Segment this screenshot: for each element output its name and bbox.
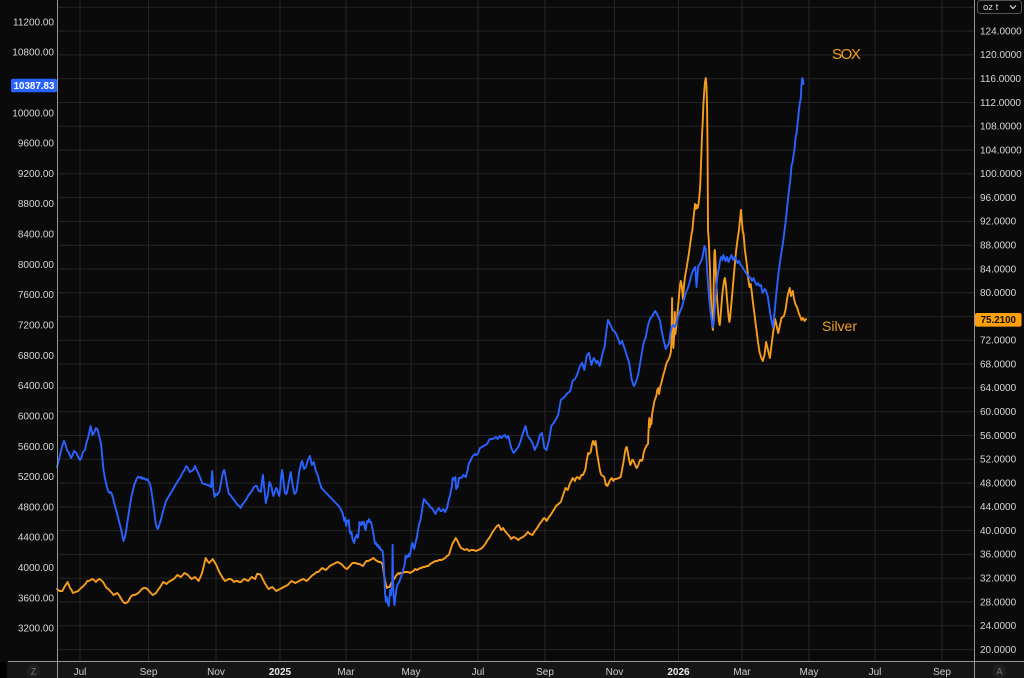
svg-text:5200.00: 5200.00: [18, 472, 55, 483]
svg-text:56.0000: 56.0000: [980, 431, 1017, 442]
svg-text:120.0000: 120.0000: [980, 50, 1022, 61]
svg-text:64.0000: 64.0000: [980, 383, 1017, 394]
svg-text:52.0000: 52.0000: [980, 455, 1017, 466]
svg-text:8800.00: 8800.00: [18, 199, 55, 210]
svg-text:4400.00: 4400.00: [18, 533, 55, 544]
svg-text:6000.00: 6000.00: [18, 412, 55, 423]
svg-text:40.0000: 40.0000: [980, 526, 1017, 537]
svg-text:Z: Z: [31, 667, 37, 677]
svg-text:6800.00: 6800.00: [18, 351, 55, 362]
svg-text:9200.00: 9200.00: [18, 169, 55, 180]
svg-text:Sep: Sep: [140, 667, 158, 678]
svg-text:Nov: Nov: [207, 667, 225, 678]
svg-text:72.0000: 72.0000: [980, 336, 1017, 347]
svg-text:48.0000: 48.0000: [980, 478, 1017, 489]
svg-text:10387.83: 10387.83: [14, 81, 55, 92]
svg-text:6400.00: 6400.00: [18, 381, 55, 392]
svg-text:5600.00: 5600.00: [18, 442, 55, 453]
svg-text:SOX: SOX: [832, 46, 861, 63]
svg-text:92.0000: 92.0000: [980, 217, 1017, 228]
svg-text:Nov: Nov: [606, 667, 624, 678]
svg-text:96.0000: 96.0000: [980, 193, 1017, 204]
svg-text:4000.00: 4000.00: [18, 563, 55, 574]
svg-text:Jul: Jul: [472, 667, 485, 678]
svg-text:32.0000: 32.0000: [980, 574, 1017, 585]
svg-text:84.0000: 84.0000: [980, 264, 1017, 275]
svg-text:44.0000: 44.0000: [980, 502, 1017, 513]
svg-text:8400.00: 8400.00: [18, 230, 55, 241]
svg-text:Sep: Sep: [933, 667, 951, 678]
svg-text:A: A: [996, 667, 1002, 677]
svg-text:Mar: Mar: [337, 667, 355, 678]
svg-text:24.0000: 24.0000: [980, 621, 1017, 632]
svg-text:2025: 2025: [269, 667, 292, 678]
svg-text:May: May: [402, 667, 421, 678]
svg-text:60.0000: 60.0000: [980, 407, 1017, 418]
svg-text:7600.00: 7600.00: [18, 290, 55, 301]
svg-text:oz t: oz t: [983, 2, 999, 13]
svg-text:Mar: Mar: [733, 667, 751, 678]
svg-text:3600.00: 3600.00: [18, 593, 55, 604]
svg-text:10800.00: 10800.00: [12, 48, 54, 59]
svg-text:2026: 2026: [667, 667, 690, 678]
svg-text:108.0000: 108.0000: [980, 122, 1022, 133]
svg-text:104.0000: 104.0000: [980, 145, 1022, 156]
svg-text:7200.00: 7200.00: [18, 321, 55, 332]
svg-text:80.0000: 80.0000: [980, 288, 1017, 299]
svg-text:May: May: [800, 667, 819, 678]
svg-text:75.2100: 75.2100: [981, 315, 1017, 326]
svg-text:88.0000: 88.0000: [980, 241, 1017, 252]
svg-text:124.0000: 124.0000: [980, 26, 1022, 37]
svg-text:100.0000: 100.0000: [980, 169, 1022, 180]
svg-text:116.0000: 116.0000: [980, 74, 1021, 85]
svg-text:28.0000: 28.0000: [980, 597, 1017, 608]
svg-text:Sep: Sep: [536, 667, 554, 678]
svg-text:3200.00: 3200.00: [18, 624, 55, 635]
svg-text:10000.00: 10000.00: [12, 108, 54, 119]
svg-text:9600.00: 9600.00: [18, 139, 55, 150]
svg-text:11200.00: 11200.00: [13, 17, 54, 28]
svg-text:Jul: Jul: [74, 667, 87, 678]
svg-text:4800.00: 4800.00: [18, 502, 55, 513]
svg-text:68.0000: 68.0000: [980, 359, 1017, 370]
svg-text:Jul: Jul: [869, 667, 882, 678]
svg-text:20.0000: 20.0000: [980, 645, 1017, 656]
svg-text:8000.00: 8000.00: [18, 260, 55, 271]
svg-text:112.0000: 112.0000: [980, 98, 1021, 109]
svg-text:36.0000: 36.0000: [980, 550, 1017, 561]
svg-text:Silver: Silver: [822, 318, 857, 334]
